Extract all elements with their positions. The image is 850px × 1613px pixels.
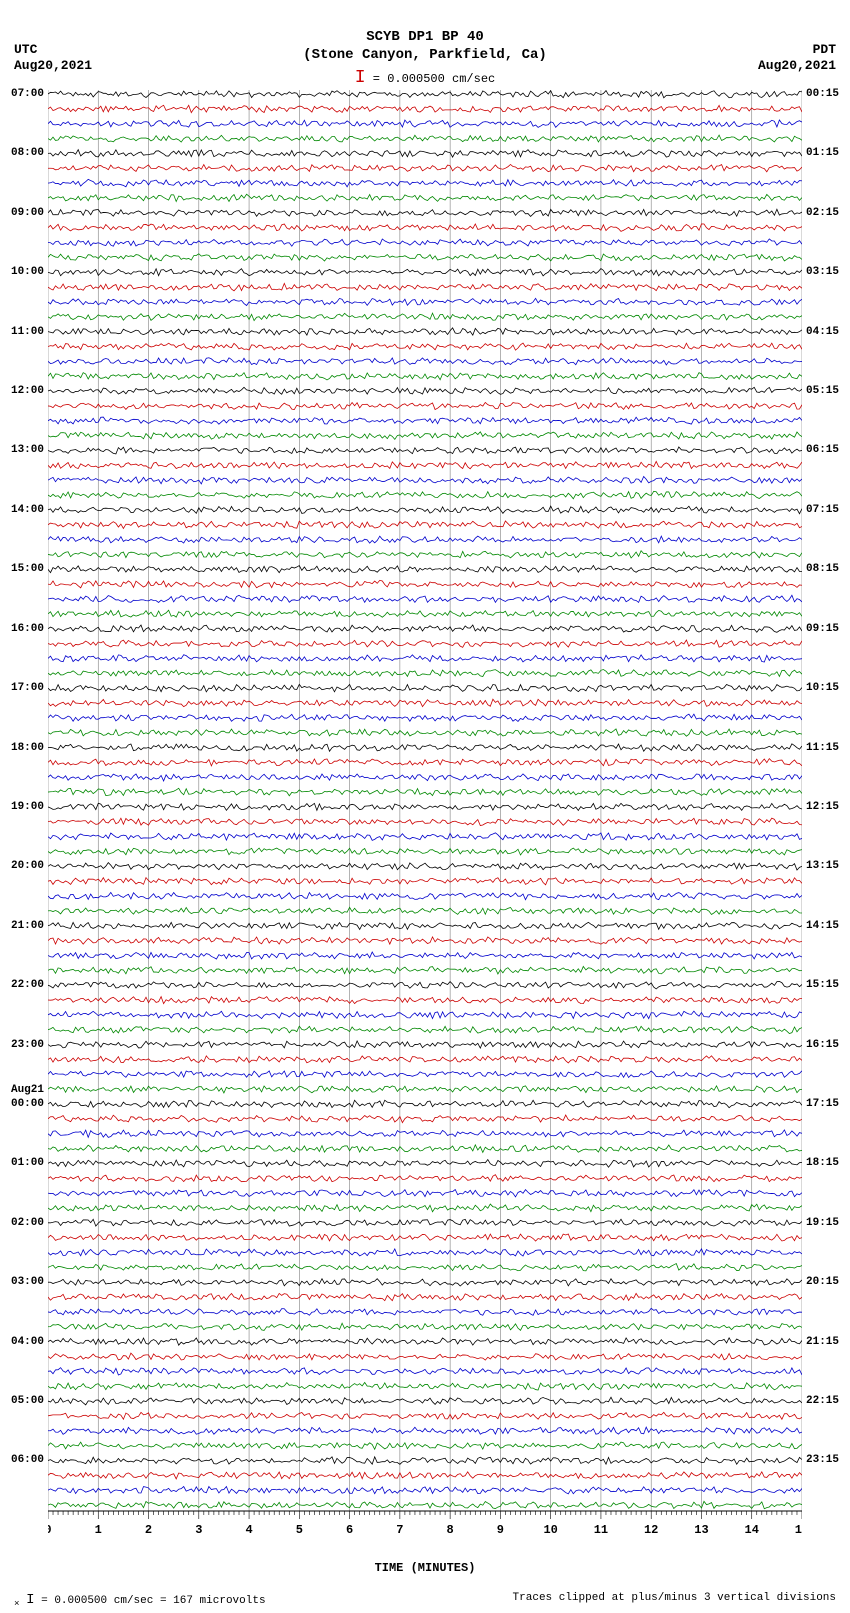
title-line2: (Stone Canyon, Parkfield, Ca) (0, 46, 850, 64)
title-line1: SCYB DP1 BP 40 (0, 28, 850, 46)
x-axis-label: TIME (MINUTES) (0, 1561, 850, 1575)
left-hour-label: 04:00 (11, 1336, 44, 1348)
svg-text:13: 13 (694, 1523, 708, 1537)
right-hour-label: 23:15 (806, 1454, 839, 1466)
svg-text:11: 11 (594, 1523, 608, 1537)
right-hour-label: 18:15 (806, 1157, 839, 1169)
svg-text:4: 4 (245, 1523, 252, 1537)
svg-text:3: 3 (195, 1523, 202, 1537)
footer: × I = 0.000500 cm/sec = 167 microvolts T… (0, 1592, 850, 1609)
svg-text:2: 2 (145, 1523, 152, 1537)
left-hour-label: 06:00 (11, 1454, 44, 1466)
right-hour-label: 04:15 (806, 326, 839, 338)
scale-text: = 0.000500 cm/sec (373, 72, 495, 86)
right-hour-label: 14:15 (806, 920, 839, 932)
right-hour-label: 17:15 (806, 1098, 839, 1110)
day-break-label: Aug21 (11, 1084, 44, 1096)
left-hour-label: 13:00 (11, 444, 44, 456)
right-hour-label: 19:15 (806, 1217, 839, 1229)
right-hour-label: 22:15 (806, 1395, 839, 1407)
left-hour-label: 17:00 (11, 682, 44, 694)
right-hour-label: 01:15 (806, 147, 839, 159)
svg-text:9: 9 (497, 1523, 504, 1537)
date-left: Aug20,2021 (14, 58, 92, 73)
seismogram-svg: 0123456789101112131415 (48, 90, 802, 1545)
seismogram-container: SCYB DP1 BP 40 (Stone Canyon, Parkfield,… (0, 0, 850, 1613)
footer-left: × I = 0.000500 cm/sec = 167 microvolts (14, 1592, 266, 1609)
left-hour-label: 20:00 (11, 860, 44, 872)
svg-text:6: 6 (346, 1523, 353, 1537)
left-hour-label: 15:00 (11, 563, 44, 575)
date-right: Aug20,2021 (758, 58, 836, 73)
svg-text:12: 12 (644, 1523, 658, 1537)
left-hour-label: 02:00 (11, 1217, 44, 1229)
left-hour-label: 16:00 (11, 623, 44, 635)
left-hour-label: 14:00 (11, 504, 44, 516)
left-hour-label: 10:00 (11, 266, 44, 278)
left-hour-label: 08:00 (11, 147, 44, 159)
left-hour-label: 09:00 (11, 207, 44, 219)
right-hour-label: 07:15 (806, 504, 839, 516)
right-hour-label: 10:15 (806, 682, 839, 694)
right-hour-label: 13:15 (806, 860, 839, 872)
svg-text:1: 1 (95, 1523, 102, 1537)
svg-text:10: 10 (543, 1523, 557, 1537)
right-hour-label: 03:15 (806, 266, 839, 278)
right-hour-label: 00:15 (806, 88, 839, 100)
right-hour-label: 09:15 (806, 623, 839, 635)
footer-right: Traces clipped at plus/minus 3 vertical … (513, 1592, 836, 1609)
right-hour-label: 06:15 (806, 444, 839, 456)
left-hour-label: 07:00 (11, 88, 44, 100)
svg-text:14: 14 (745, 1523, 759, 1537)
svg-text:0: 0 (48, 1523, 52, 1537)
right-time-labels: 00:15 01:15 02:15 03:15 04:15 05:15 06:15 07:15… (802, 90, 850, 1545)
svg-text:7: 7 (396, 1523, 403, 1537)
scale-indicator: I = 0.000500 cm/sec (0, 68, 850, 88)
right-hour-label: 21:15 (806, 1336, 839, 1348)
right-hour-label: 12:15 (806, 801, 839, 813)
left-hour-label: 11:00 (11, 326, 44, 338)
left-hour-label: 01:00 (11, 1157, 44, 1169)
right-hour-label: 11:15 (806, 742, 839, 754)
right-hour-label: 08:15 (806, 563, 839, 575)
left-hour-label: 19:00 (11, 801, 44, 813)
right-hour-label: 02:15 (806, 207, 839, 219)
right-hour-label: 16:15 (806, 1039, 839, 1051)
left-hour-label: 12:00 (11, 385, 44, 397)
left-hour-label: 23:00 (11, 1039, 44, 1051)
left-time-labels: 07:00 08:00 09:00 10:00 11:00 12:00 13:00 14:00… (0, 90, 48, 1545)
left-hour-label: 22:00 (11, 979, 44, 991)
left-hour-label: 03:00 (11, 1276, 44, 1288)
right-hour-label: 05:15 (806, 385, 839, 397)
right-hour-label: 20:15 (806, 1276, 839, 1288)
left-hour-label: 05:00 (11, 1395, 44, 1407)
left-hour-label: 00:00 (11, 1098, 44, 1110)
right-hour-label: 15:15 (806, 979, 839, 991)
svg-text:5: 5 (296, 1523, 303, 1537)
svg-text:8: 8 (447, 1523, 454, 1537)
chart-header: SCYB DP1 BP 40 (Stone Canyon, Parkfield,… (0, 0, 850, 64)
left-hour-label: 21:00 (11, 920, 44, 932)
timezone-right: PDT (813, 42, 836, 57)
svg-text:15: 15 (795, 1523, 802, 1537)
left-hour-label: 18:00 (11, 742, 44, 754)
plot-area: 0123456789101112131415 (48, 90, 802, 1545)
timezone-left: UTC (14, 42, 37, 57)
